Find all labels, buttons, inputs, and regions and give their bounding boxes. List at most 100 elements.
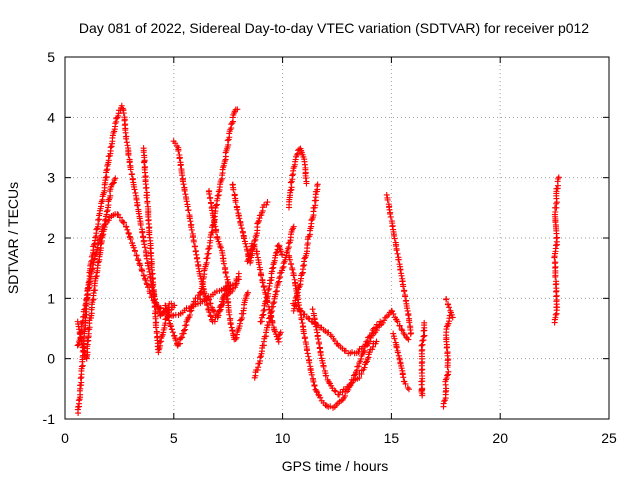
y-tick-label: -1 [43, 411, 56, 427]
data-point [349, 349, 356, 356]
series-s15 [290, 300, 412, 357]
data-point [418, 342, 425, 349]
data-point [224, 292, 231, 299]
data-point [339, 389, 346, 396]
data-point [142, 277, 149, 284]
data-point [97, 241, 104, 248]
data-point [175, 147, 182, 154]
data-point [186, 215, 193, 222]
data-point [218, 177, 225, 184]
data-point [149, 271, 156, 278]
data-point [290, 307, 297, 314]
data-point [229, 181, 236, 188]
data-point [212, 229, 219, 236]
data-point [317, 352, 324, 359]
data-point [120, 110, 127, 117]
data-point [269, 265, 276, 272]
series-s16 [309, 306, 380, 398]
data-point [214, 192, 221, 199]
data-point [136, 215, 143, 222]
data-points [74, 102, 562, 417]
data-point [207, 313, 214, 320]
data-point [220, 260, 227, 267]
data-point [305, 315, 312, 322]
data-point [137, 221, 144, 228]
data-point [394, 250, 401, 257]
data-point [166, 317, 173, 324]
data-point [395, 256, 402, 263]
data-point [190, 234, 197, 241]
series-s22 [551, 174, 562, 326]
data-point [267, 310, 274, 317]
data-point [396, 322, 403, 329]
data-point [405, 312, 412, 319]
data-point [250, 242, 257, 249]
data-point [298, 307, 305, 314]
y-axis-label: SDTVAR / TECUs [5, 182, 21, 294]
data-point [222, 270, 229, 277]
data-point [287, 261, 294, 268]
data-point [310, 378, 317, 385]
data-point [355, 348, 362, 355]
data-point [303, 347, 310, 354]
data-point [144, 200, 151, 207]
data-point [187, 308, 194, 315]
data-point [257, 354, 264, 361]
data-point [209, 307, 216, 314]
data-point [225, 283, 232, 290]
data-point [78, 340, 85, 347]
data-point [391, 335, 398, 342]
data-point [223, 287, 230, 294]
data-point [77, 336, 84, 343]
data-point [191, 243, 198, 250]
data-point [132, 189, 139, 196]
data-point [301, 262, 308, 269]
data-point [194, 258, 201, 265]
data-point [362, 359, 369, 366]
data-point [204, 302, 211, 309]
data-point [449, 314, 456, 321]
data-point [226, 311, 233, 318]
data-point [322, 372, 329, 379]
data-point [143, 194, 150, 201]
data-point [306, 359, 313, 366]
data-point [419, 346, 426, 353]
data-point [83, 353, 90, 360]
data-point [446, 304, 453, 311]
data-point [229, 327, 236, 334]
y-tick-label: 0 [47, 351, 55, 367]
data-point [92, 234, 99, 241]
data-point [397, 266, 404, 273]
data-point [298, 316, 305, 323]
data-point [109, 180, 116, 187]
data-point [260, 307, 267, 314]
data-point [316, 345, 323, 352]
series-s20 [418, 319, 428, 399]
data-point [121, 219, 127, 226]
data-point [308, 371, 315, 378]
data-point [180, 327, 187, 334]
data-point [230, 186, 237, 193]
data-point [211, 219, 218, 226]
data-point [215, 308, 222, 315]
data-point [135, 257, 142, 264]
series-s19 [390, 330, 412, 393]
data-point [253, 250, 260, 257]
axis-ticks: 0 5 10 15 20 25 -1 0 1 2 3 4 5 [43, 49, 617, 446]
data-point [147, 290, 154, 297]
data-point [300, 330, 307, 337]
series-s2 [74, 211, 242, 349]
data-point [80, 313, 87, 320]
data-point [402, 298, 409, 305]
y-tick-label: 5 [47, 49, 55, 65]
data-point [232, 199, 239, 206]
data-point [205, 246, 212, 253]
data-point [140, 234, 147, 241]
data-point [167, 323, 174, 330]
data-point [76, 330, 83, 337]
data-point [404, 307, 411, 314]
data-point [212, 223, 219, 230]
data-point [396, 356, 403, 363]
data-point [361, 364, 368, 371]
